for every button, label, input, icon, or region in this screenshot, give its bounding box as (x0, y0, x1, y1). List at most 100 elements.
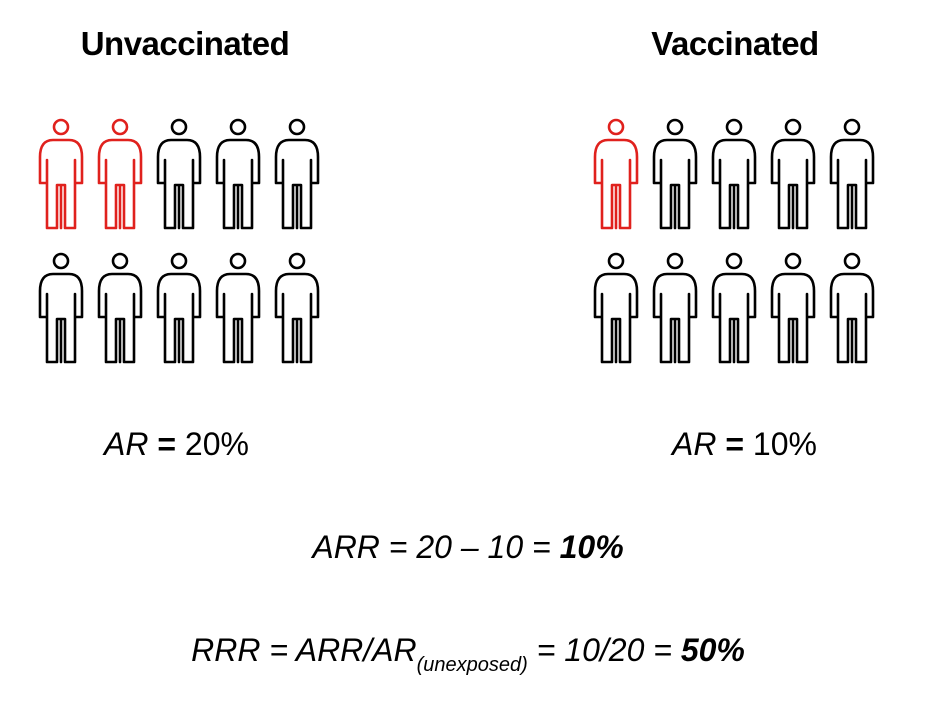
person-body (156, 138, 202, 230)
person-icon-shape (770, 252, 816, 364)
person-body (593, 138, 639, 230)
person-body (652, 272, 698, 364)
ar-equals: = (148, 426, 185, 462)
person-icon-shape (156, 252, 202, 364)
person-icon (592, 251, 640, 369)
person-icon (155, 251, 203, 369)
person-icon (214, 251, 262, 369)
person-head (725, 252, 743, 270)
arr-result: 10% (559, 529, 624, 565)
person-icon (273, 117, 321, 235)
person-icon (96, 251, 144, 369)
person-head (229, 118, 247, 136)
person-icon-shape (38, 118, 84, 230)
person-body (215, 138, 261, 230)
person-icon (214, 117, 262, 235)
person-head (111, 118, 129, 136)
person-body (97, 138, 143, 230)
person-icon-shape (652, 252, 698, 364)
person-icon-shape (711, 118, 757, 230)
person-body (38, 272, 84, 364)
person-body (274, 272, 320, 364)
arr-formula: ARR = 20 – 10 = 10% (0, 525, 936, 569)
person-icon (828, 251, 876, 369)
person-icon-shape (97, 118, 143, 230)
person-icon (37, 251, 85, 369)
unvaccinated-title: Unvaccinated (80, 25, 290, 62)
person-icon-shape (770, 118, 816, 230)
person-head (288, 118, 306, 136)
person-body (829, 138, 875, 230)
vaccinated-people-grid (592, 117, 876, 369)
person-icon (273, 251, 321, 369)
rrr-expression: RRR = ARR/AR (191, 632, 417, 668)
person-icon-shape (215, 252, 261, 364)
ar-value: 10% (752, 426, 817, 462)
person-icon-shape (215, 118, 261, 230)
person-icon (769, 251, 817, 369)
unvaccinated-people-grid (37, 117, 321, 369)
person-icon-shape (711, 252, 757, 364)
person-icon (769, 117, 817, 235)
vaccinated-attack-rate: AR = 10% (672, 422, 817, 466)
rrr-formula: RRR = ARR/AR(unexposed) = 10/20 = 50% (0, 628, 936, 677)
person-icon-affected (592, 117, 640, 235)
person-head (288, 252, 306, 270)
person-body (711, 272, 757, 364)
person-body (593, 272, 639, 364)
person-icon (651, 117, 699, 235)
person-head (229, 252, 247, 270)
person-head (784, 252, 802, 270)
person-head (666, 118, 684, 136)
person-icon-shape (274, 252, 320, 364)
person-head (52, 252, 70, 270)
person-icon-shape (829, 118, 875, 230)
person-head (170, 252, 188, 270)
person-head (52, 118, 70, 136)
person-head (607, 118, 625, 136)
person-icon-shape (274, 118, 320, 230)
person-body (829, 272, 875, 364)
person-head (725, 118, 743, 136)
person-icon-shape (652, 118, 698, 230)
person-icon (651, 251, 699, 369)
person-icon (710, 251, 758, 369)
person-head (170, 118, 188, 136)
person-body (97, 272, 143, 364)
person-body (711, 138, 757, 230)
person-head (111, 252, 129, 270)
ar-value: 20% (184, 426, 249, 462)
person-icon-shape (829, 252, 875, 364)
rrr-result: 50% (680, 632, 745, 668)
person-body (652, 138, 698, 230)
person-head (607, 252, 625, 270)
ar-equals: = (716, 426, 753, 462)
person-icon-affected (96, 117, 144, 235)
person-icon-shape (156, 118, 202, 230)
ar-label: AR (104, 426, 149, 462)
person-body (770, 272, 816, 364)
person-body (215, 272, 261, 364)
person-icon-shape (593, 118, 639, 230)
person-icon (828, 117, 876, 235)
person-icon-shape (97, 252, 143, 364)
person-body (156, 272, 202, 364)
unvaccinated-attack-rate: AR = 20% (104, 422, 249, 466)
vaccinated-title: Vaccinated (651, 25, 819, 62)
person-head (843, 252, 861, 270)
person-head (666, 252, 684, 270)
person-icon (710, 117, 758, 235)
person-head (784, 118, 802, 136)
rrr-expression-tail: = 10/20 = (527, 632, 681, 668)
rrr-subscript: (unexposed) (416, 654, 528, 676)
person-body (38, 138, 84, 230)
person-icon-shape (38, 252, 84, 364)
person-head (843, 118, 861, 136)
arr-expression: ARR = 20 – 10 = (312, 529, 560, 565)
person-body (274, 138, 320, 230)
person-icon-shape (593, 252, 639, 364)
person-body (770, 138, 816, 230)
person-icon (155, 117, 203, 235)
ar-label: AR (672, 426, 717, 462)
person-icon-affected (37, 117, 85, 235)
